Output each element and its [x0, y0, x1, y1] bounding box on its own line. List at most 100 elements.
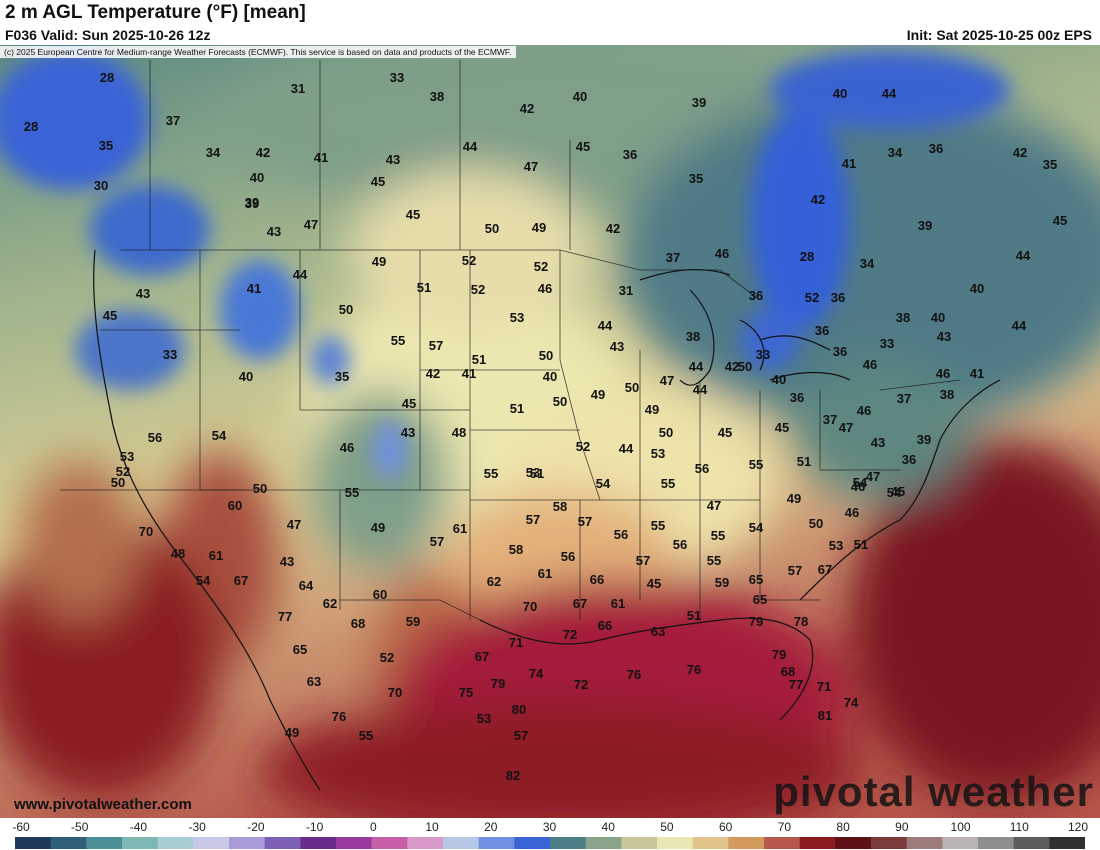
temperature-point-label: 79	[772, 647, 786, 662]
temperature-point-label: 48	[452, 425, 466, 440]
temperature-point-label: 55	[651, 518, 665, 533]
colorbar-segment	[50, 837, 87, 849]
temperature-point-label: 46	[538, 281, 552, 296]
temperature-point-label: 49	[371, 520, 385, 535]
coastlines	[93, 249, 1001, 791]
temperature-point-label: 77	[278, 609, 292, 624]
temperature-point-label: 55	[749, 457, 763, 472]
website-url[interactable]: www.pivotalweather.com	[14, 796, 192, 813]
temperature-point-label: 50	[339, 302, 353, 317]
temperature-point-label: 53	[120, 449, 134, 464]
temperature-point-label: 67	[573, 596, 587, 611]
temperature-point-label: 37	[897, 391, 911, 406]
temperature-point-label: 71	[509, 635, 523, 650]
temperature-point-label: 41	[462, 366, 476, 381]
temperature-point-label: 76	[627, 667, 641, 682]
colorbar-tick-label: 0	[369, 820, 377, 834]
temperature-point-label: 36	[815, 323, 829, 338]
colorbar-segment	[229, 837, 266, 849]
temperature-point-label: 44	[1012, 318, 1027, 333]
temperature-point-label: 43	[937, 329, 951, 344]
temperature-point-label: 57	[526, 512, 540, 527]
temperature-point-label: 49	[591, 387, 605, 402]
temperature-point-label: 54	[196, 573, 211, 588]
temperature-point-label: 41	[842, 156, 856, 171]
temperature-point-label: 39	[245, 195, 259, 210]
temperature-point-label: 52	[534, 259, 548, 274]
temperature-field	[0, 45, 1100, 818]
temperature-point-label: 79	[749, 614, 763, 629]
temperature-point-label: 47	[660, 373, 674, 388]
temperature-point-label: 42	[256, 145, 270, 160]
temperature-point-label: 42	[606, 221, 620, 236]
temperature-point-label: 66	[598, 618, 612, 633]
temperature-point-label: 65	[753, 592, 767, 607]
temperature-point-label: 75	[459, 685, 473, 700]
temperature-point-label: 43	[610, 339, 624, 354]
temperature-point-label: 67	[475, 649, 489, 664]
temperature-point-label: 77	[789, 677, 803, 692]
temperature-point-label: 74	[529, 666, 544, 681]
temperature-point-label: 52	[576, 439, 590, 454]
colorbar-segment	[336, 837, 373, 849]
temperature-point-label: 40	[772, 372, 786, 387]
temperature-point-label: 55	[484, 466, 498, 481]
temperature-point-label: 50	[111, 475, 125, 490]
colorbar-scale	[15, 837, 1085, 849]
temperature-point-label: 78	[794, 614, 808, 629]
temperature-point-label: 56	[561, 549, 575, 564]
colorbar-segment	[1013, 837, 1050, 849]
temperature-point-label: 53	[651, 446, 665, 461]
colorbar-segment	[86, 837, 123, 849]
colorbar-segment	[728, 837, 765, 849]
temperature-point-label: 47	[839, 420, 853, 435]
temperature-point-label: 37	[666, 250, 680, 265]
temperature-point-label: 28	[800, 249, 814, 264]
temperature-point-label: 65	[293, 642, 307, 657]
temperature-point-label: 54	[887, 485, 902, 500]
temperature-point-label: 55	[359, 728, 373, 743]
temperature-point-label: 57	[636, 553, 650, 568]
temperature-point-label: 46	[851, 479, 865, 494]
temperature-point-label: 43	[386, 152, 400, 167]
temperature-point-label: 36	[833, 344, 847, 359]
temperature-point-label: 47	[524, 159, 538, 174]
temperature-point-label: 62	[323, 596, 337, 611]
temperature-point-label: 62	[487, 574, 501, 589]
temperature-point-label: 50	[738, 359, 752, 374]
temperature-point-label: 50	[659, 425, 673, 440]
copyright-notice: (c) 2025 European Centre for Medium-rang…	[0, 46, 516, 58]
colorbar-tick-label: -30	[188, 820, 206, 834]
colorbar-tick-label: 120	[1067, 820, 1089, 834]
temperature-point-label: 40	[250, 170, 264, 185]
temperature-point-label: 33	[163, 347, 177, 362]
temperature-point-label: 58	[553, 499, 567, 514]
temperature-point-label: 70	[523, 599, 537, 614]
temperature-point-label: 51	[530, 466, 544, 481]
temperature-point-label: 55	[661, 476, 675, 491]
temperature-point-label: 70	[139, 524, 153, 539]
colorbar-tick-label: 50	[660, 820, 674, 834]
temperature-point-label: 44	[693, 382, 708, 397]
colorbar-segment	[621, 837, 658, 849]
colorbar-tick-labels: -60 -50 -40 -30 -20 -10 0 10 20 30 40 50 60 70 80 90 100…	[0, 820, 1100, 834]
temperature-point-label: 76	[332, 709, 346, 724]
temperature-point-label: 72	[563, 627, 577, 642]
temperature-point-label: 52	[471, 282, 485, 297]
temperature-point-label: 43	[871, 435, 885, 450]
colorbar-segment	[443, 837, 480, 849]
temperature-point-label: 45	[576, 139, 590, 154]
temperature-point-label: 58	[509, 542, 523, 557]
temperature-point-label: 50	[485, 221, 499, 236]
valid-time: F036 Valid: Sun 2025-10-26 12z	[5, 27, 211, 43]
colorbar-tick-label: 80	[836, 820, 850, 834]
colorbar-tick-label: 110	[1009, 820, 1029, 834]
temperature-point-label: 56	[148, 430, 162, 445]
colorbar-segment	[942, 837, 979, 849]
temperature-point-label: 47	[287, 517, 301, 532]
temperature-point-label: 61	[453, 521, 467, 536]
temperature-point-label: 61	[538, 566, 552, 581]
temperature-point-label: 31	[291, 81, 305, 96]
temperature-point-label: 50	[253, 481, 267, 496]
temperature-point-label: 43	[280, 554, 294, 569]
